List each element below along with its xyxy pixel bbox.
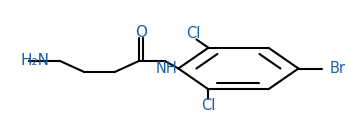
Text: NH: NH [155, 61, 177, 76]
Text: Cl: Cl [201, 98, 215, 113]
Text: Br: Br [330, 61, 346, 76]
Text: O: O [135, 25, 147, 40]
Text: H₂N: H₂N [20, 53, 50, 68]
Text: Cl: Cl [186, 26, 200, 41]
